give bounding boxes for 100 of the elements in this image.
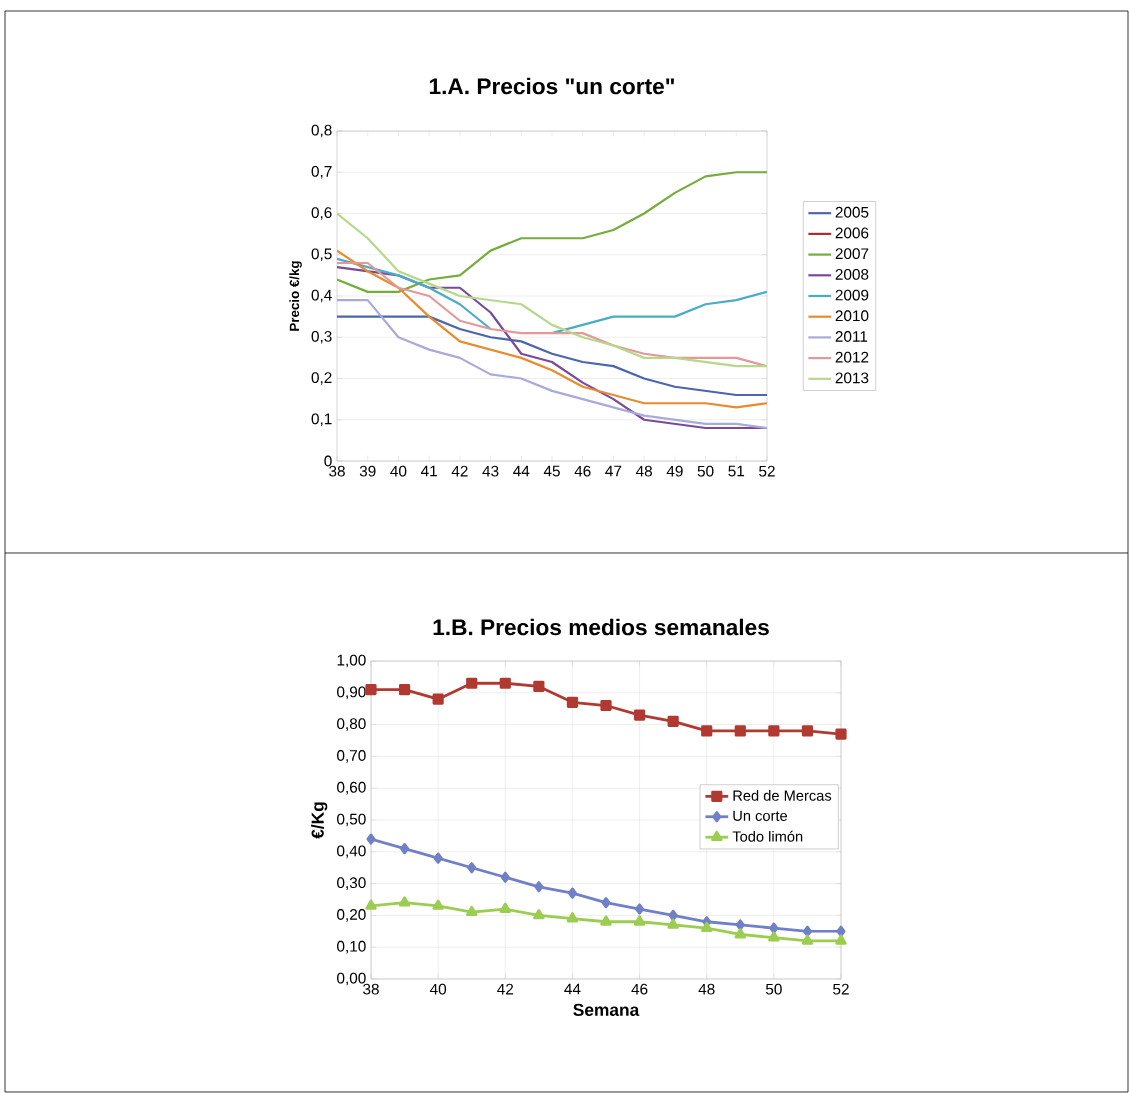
- point: [633, 709, 646, 721]
- y-tick-label: 0,4: [311, 289, 332, 303]
- chart-title: 1.B. Precios medios semanales: [433, 618, 769, 636]
- point: [432, 899, 444, 910]
- x-tick-label: 45: [543, 465, 560, 477]
- point: [734, 725, 746, 737]
- point: [466, 677, 478, 689]
- point: [768, 931, 780, 942]
- y-tick-label: 0,5: [311, 248, 332, 262]
- y-tick-label: 0,20: [337, 909, 366, 922]
- legend-label: 2007: [835, 248, 869, 260]
- x-tick-label: 52: [759, 465, 775, 477]
- x-tick-label: 38: [329, 465, 345, 477]
- chart-title: 1.A. Precios "un corte": [429, 77, 674, 95]
- y-tick-label: 0,00: [337, 972, 366, 986]
- x-tick-label: 49: [666, 465, 683, 477]
- point: [734, 928, 747, 939]
- point: [400, 843, 410, 855]
- legend-label: 2009: [835, 289, 869, 301]
- y-tick-label: 0,90: [337, 686, 366, 700]
- y-tick-label: 0,2: [311, 372, 332, 385]
- point: [768, 725, 780, 737]
- x-tick-label: 41: [420, 465, 437, 477]
- point: [700, 921, 713, 933]
- y-tick-label: 0,3: [311, 330, 332, 344]
- y-tick-label: 0,70: [337, 750, 366, 763]
- x-tick-label: 40: [429, 983, 447, 995]
- point: [533, 680, 545, 693]
- x-tick-label: 44: [513, 465, 530, 477]
- point: [801, 934, 814, 945]
- x-tick-label: 50: [765, 983, 782, 995]
- point: [398, 684, 411, 696]
- point: [635, 903, 645, 915]
- point: [802, 925, 812, 937]
- point: [499, 677, 511, 689]
- point: [465, 905, 478, 917]
- point: [365, 899, 377, 910]
- point: [566, 912, 579, 923]
- point: [567, 887, 577, 899]
- point: [668, 909, 678, 921]
- x-tick-label: 43: [482, 465, 499, 477]
- point: [836, 925, 846, 937]
- point: [499, 902, 512, 913]
- point: [735, 919, 745, 931]
- y-tick-label: 0: [324, 455, 332, 467]
- legend-label: 2010: [835, 310, 869, 322]
- legend-label: 2012: [835, 351, 869, 363]
- y-tick-label: 0,6: [311, 207, 332, 220]
- point: [801, 725, 814, 737]
- y-tick-label: 0,80: [337, 718, 366, 731]
- point: [500, 871, 510, 883]
- x-tick-label: 52: [833, 983, 849, 995]
- legend-label: 2005: [835, 206, 869, 218]
- y-tick-label: 0,40: [337, 845, 366, 859]
- point: [366, 833, 376, 845]
- y-tick-label: 0,30: [337, 877, 366, 890]
- y-tick-label: 0,50: [337, 813, 366, 827]
- legend-label: Red de Mercas: [733, 790, 832, 801]
- point: [633, 915, 646, 926]
- point: [667, 715, 679, 728]
- legend-label: 2006: [835, 227, 869, 239]
- y-tick-label: 0,7: [311, 165, 332, 179]
- x-tick-label: 50: [697, 465, 714, 477]
- point: [667, 918, 679, 929]
- x-tick-label: 46: [631, 983, 648, 995]
- x-tick-label: 46: [574, 465, 591, 477]
- point: [835, 934, 847, 945]
- point: [398, 896, 411, 907]
- y-axis-title: €/Kg: [311, 802, 328, 839]
- point: [701, 725, 713, 737]
- x-tick-label: 42: [497, 983, 514, 995]
- y-tick-label: 0,8: [311, 124, 332, 138]
- legend-label: 2013: [835, 372, 869, 384]
- x-tick-label: 51: [728, 465, 745, 477]
- point: [533, 909, 545, 920]
- x-tick-label: 47: [605, 465, 622, 477]
- point: [534, 881, 544, 893]
- x-tick-label: 38: [363, 983, 379, 995]
- point: [600, 699, 612, 712]
- point: [600, 915, 612, 926]
- x-tick-label: 48: [635, 465, 653, 477]
- x-tick-label: 44: [564, 983, 581, 995]
- point: [433, 852, 443, 864]
- point: [467, 862, 477, 874]
- legend-label: 2011: [835, 331, 868, 342]
- point: [566, 696, 579, 708]
- point: [365, 684, 377, 696]
- legend-label: Un corte: [733, 810, 788, 821]
- y-tick-label: 0,10: [337, 940, 366, 954]
- x-tick-label: 48: [698, 983, 715, 995]
- legend-label: Todo limón: [732, 830, 803, 842]
- y-tick-label: 0,1: [311, 413, 332, 427]
- point: [601, 897, 611, 909]
- point: [769, 922, 779, 934]
- x-tick-label: 42: [451, 465, 468, 477]
- legend-label: 2008: [835, 268, 869, 280]
- x-axis-title: Semana: [573, 1003, 640, 1016]
- point: [432, 693, 444, 705]
- x-tick-label: 39: [359, 465, 376, 477]
- y-axis-title: Precio €/kg: [289, 261, 302, 331]
